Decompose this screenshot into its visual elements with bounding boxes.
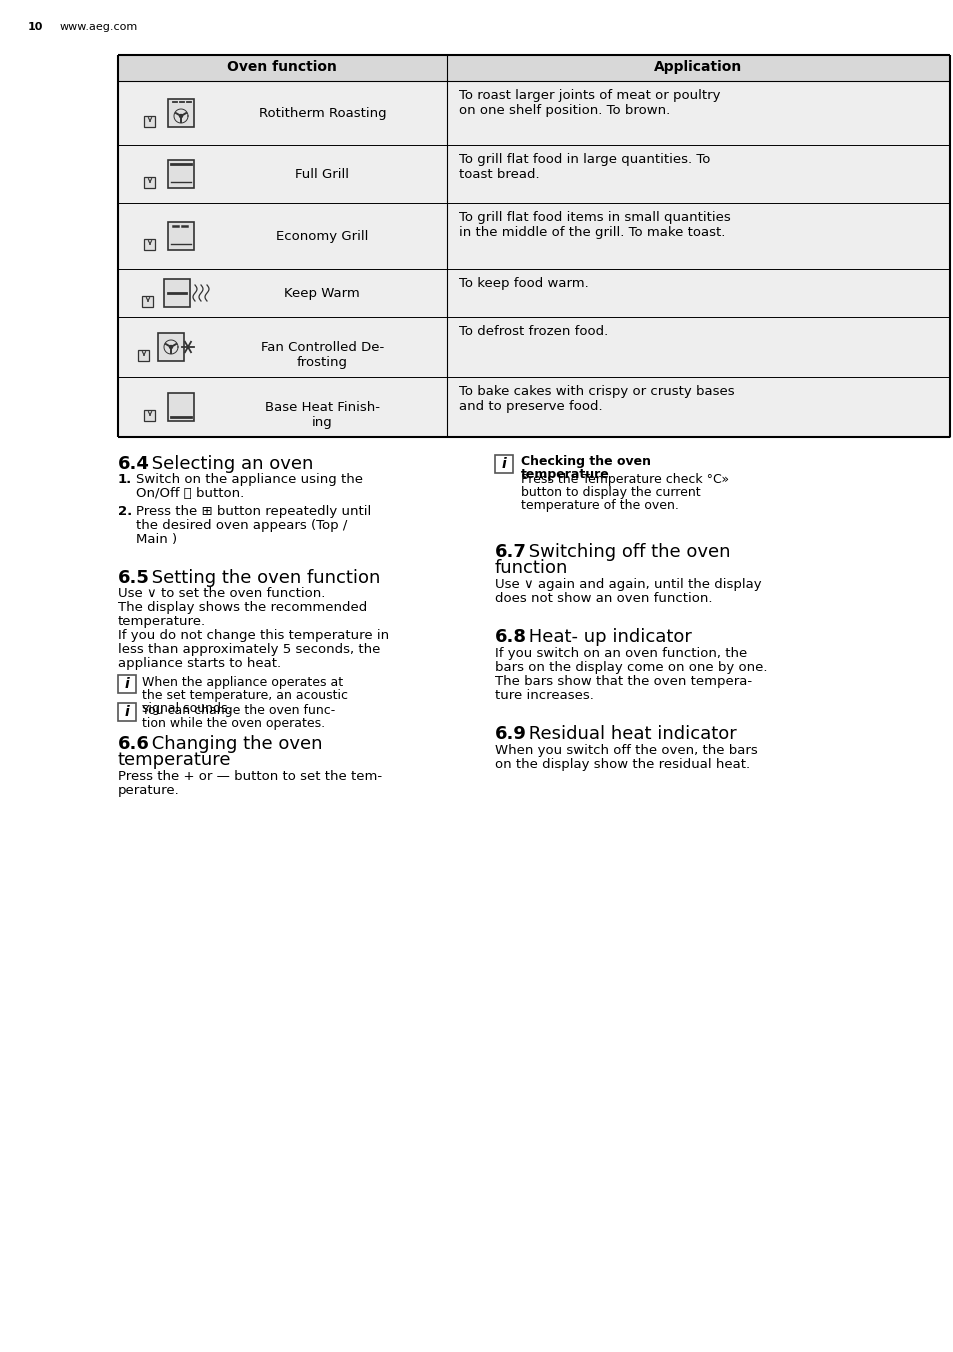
- Text: bars on the display come on one by one.: bars on the display come on one by one.: [495, 661, 767, 675]
- Text: i: i: [501, 457, 506, 470]
- Text: If you switch on an oven function, the: If you switch on an oven function, the: [495, 648, 746, 660]
- Text: Rotitherm Roasting: Rotitherm Roasting: [258, 107, 386, 120]
- Bar: [118, 703, 136, 721]
- Bar: [168, 99, 193, 127]
- Bar: [144, 410, 155, 420]
- Bar: [118, 145, 949, 203]
- Bar: [118, 316, 949, 377]
- Text: Selecting an oven: Selecting an oven: [146, 456, 313, 473]
- Text: signal sounds.: signal sounds.: [142, 702, 232, 715]
- Bar: [118, 81, 949, 145]
- Text: on the display show the residual heat.: on the display show the residual heat.: [495, 758, 749, 771]
- Text: function: function: [495, 558, 568, 577]
- Bar: [118, 269, 949, 316]
- Bar: [168, 160, 193, 188]
- Text: 6.8: 6.8: [495, 627, 526, 646]
- Bar: [118, 377, 949, 437]
- Text: Heat- up indicator: Heat- up indicator: [522, 627, 691, 646]
- Text: To roast larger joints of meat or poultry
on one shelf position. To brown.: To roast larger joints of meat or poultr…: [458, 89, 720, 118]
- Text: 6.7: 6.7: [495, 544, 526, 561]
- Text: Base Heat Finish-
ing: Base Heat Finish- ing: [265, 402, 379, 429]
- Text: 6.6: 6.6: [118, 735, 150, 753]
- Bar: [138, 350, 150, 361]
- Bar: [118, 203, 949, 269]
- Text: less than approximately 5 seconds, the: less than approximately 5 seconds, the: [118, 644, 380, 656]
- Text: To keep food warm.: To keep food warm.: [458, 277, 588, 289]
- Bar: [144, 238, 155, 250]
- Text: i: i: [125, 677, 130, 691]
- Text: The bars show that the oven tempera-: The bars show that the oven tempera-: [495, 675, 751, 688]
- Text: Switching off the oven: Switching off the oven: [522, 544, 730, 561]
- Text: To defrost frozen food.: To defrost frozen food.: [458, 324, 607, 338]
- Text: tion while the oven operates.: tion while the oven operates.: [142, 717, 325, 730]
- Circle shape: [179, 115, 182, 118]
- Text: 10: 10: [28, 22, 43, 32]
- Text: If you do not change this temperature in: If you do not change this temperature in: [118, 629, 389, 642]
- Text: ture increases.: ture increases.: [495, 690, 594, 702]
- Bar: [144, 177, 155, 188]
- Text: You can change the oven func-: You can change the oven func-: [142, 704, 335, 717]
- Text: 6.9: 6.9: [495, 725, 526, 744]
- Text: Residual heat indicator: Residual heat indicator: [522, 725, 736, 744]
- Text: 6.5: 6.5: [118, 569, 150, 587]
- Text: 1.: 1.: [118, 473, 132, 485]
- Text: Economy Grill: Economy Grill: [275, 230, 368, 243]
- Text: To bake cakes with crispy or crusty bases
and to preserve food.: To bake cakes with crispy or crusty base…: [458, 385, 734, 412]
- Text: 2.: 2.: [118, 506, 132, 518]
- Text: Main ): Main ): [136, 533, 177, 546]
- Text: temperature: temperature: [118, 750, 232, 769]
- Text: Press the + or — button to set the tem-: Press the + or — button to set the tem-: [118, 771, 382, 783]
- Text: Oven function: Oven function: [227, 59, 337, 74]
- Text: the desired oven appears (Top /: the desired oven appears (Top /: [136, 519, 347, 531]
- Bar: [495, 456, 513, 473]
- Text: temperature.: temperature.: [118, 615, 206, 627]
- Text: temperature: temperature: [520, 468, 609, 481]
- Bar: [168, 393, 193, 420]
- Text: i: i: [125, 704, 130, 719]
- Text: To grill flat food in large quantities. To
toast bread.: To grill flat food in large quantities. …: [458, 153, 709, 181]
- Text: 6.4: 6.4: [118, 456, 150, 473]
- Bar: [158, 333, 184, 361]
- Text: Checking the oven: Checking the oven: [520, 456, 650, 468]
- Text: Changing the oven: Changing the oven: [146, 735, 322, 753]
- Text: Press the Temperature check °C»: Press the Temperature check °C»: [520, 473, 728, 485]
- Text: To grill flat food items in small quantities
in the middle of the grill. To make: To grill flat food items in small quanti…: [458, 211, 730, 239]
- Text: perature.: perature.: [118, 784, 179, 796]
- Circle shape: [170, 346, 172, 349]
- Text: Setting the oven function: Setting the oven function: [146, 569, 380, 587]
- Text: Fan Controlled De-
frosting: Fan Controlled De- frosting: [260, 341, 383, 369]
- Bar: [168, 222, 193, 250]
- Text: temperature of the oven.: temperature of the oven.: [520, 499, 679, 512]
- Text: appliance starts to heat.: appliance starts to heat.: [118, 657, 281, 671]
- Bar: [164, 279, 190, 307]
- Text: Application: Application: [654, 59, 741, 74]
- Text: the set temperature, an acoustic: the set temperature, an acoustic: [142, 690, 348, 702]
- Text: www.aeg.com: www.aeg.com: [60, 22, 138, 32]
- Text: When you switch off the oven, the bars: When you switch off the oven, the bars: [495, 744, 757, 757]
- Text: Press the ⊞ button repeatedly until: Press the ⊞ button repeatedly until: [136, 506, 371, 518]
- Bar: [142, 296, 153, 307]
- Text: Use ∨ to set the oven function.: Use ∨ to set the oven function.: [118, 587, 325, 600]
- Bar: [118, 55, 949, 81]
- Text: does not show an oven function.: does not show an oven function.: [495, 592, 712, 604]
- Text: On/Off Ⓘ button.: On/Off Ⓘ button.: [136, 487, 244, 500]
- Text: Full Grill: Full Grill: [295, 168, 349, 181]
- Text: Use ∨ again and again, until the display: Use ∨ again and again, until the display: [495, 579, 760, 591]
- Text: Keep Warm: Keep Warm: [284, 287, 360, 300]
- Text: The display shows the recommended: The display shows the recommended: [118, 602, 367, 614]
- Text: When the appliance operates at: When the appliance operates at: [142, 676, 343, 690]
- Bar: [118, 675, 136, 694]
- Bar: [144, 115, 155, 127]
- Text: button to display the current: button to display the current: [520, 485, 700, 499]
- Text: Switch on the appliance using the: Switch on the appliance using the: [136, 473, 363, 485]
